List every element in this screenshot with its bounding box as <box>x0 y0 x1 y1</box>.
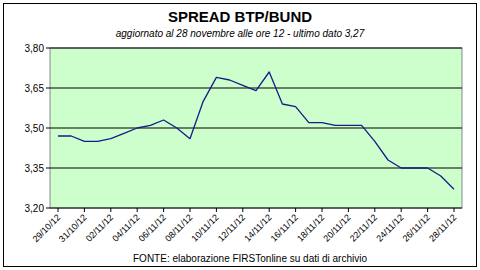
x-tick-label: 08/11/12 <box>163 212 194 243</box>
x-tick-label: 14/11/12 <box>242 212 273 243</box>
x-tick-label: 26/11/12 <box>401 212 432 243</box>
x-tick-label: 02/11/12 <box>84 212 115 243</box>
x-tick <box>295 208 296 212</box>
x-tick <box>110 208 111 212</box>
x-tick-label: 31/10/12 <box>57 212 89 244</box>
x-tick-label: 10/11/12 <box>189 212 220 243</box>
y-tick <box>46 208 50 209</box>
y-tick <box>46 88 50 89</box>
x-tick-label: 24/11/12 <box>374 212 405 243</box>
grid-line <box>50 208 462 209</box>
chart: SPREAD BTP/BUND aggiornato al 28 novembre… <box>0 0 480 270</box>
subtitle: aggiornato al 28 novembre alle ore 12 - … <box>116 28 365 39</box>
x-tick <box>348 208 349 212</box>
grid-line <box>50 88 462 89</box>
x-tick <box>454 208 455 212</box>
x-tick <box>163 208 164 212</box>
y-tick <box>46 48 50 49</box>
x-tick-label: 28/11/12 <box>427 212 458 243</box>
y-tick-label: 3,80 <box>25 43 45 54</box>
title: SPREAD BTP/BUND <box>168 8 312 25</box>
x-tick <box>374 208 375 212</box>
y-tick-label: 3,65 <box>25 83 45 94</box>
grid-line <box>50 48 462 49</box>
y-tick-label: 3,50 <box>25 123 45 134</box>
series-group <box>58 72 454 189</box>
x-tick-label: 04/11/12 <box>110 212 141 243</box>
x-tick-label: 16/11/12 <box>269 212 300 243</box>
chart-frame <box>4 4 477 267</box>
x-tick <box>322 208 323 212</box>
x-tick <box>216 208 217 212</box>
spread-line <box>58 72 454 189</box>
plot-area <box>50 48 462 208</box>
x-tick <box>84 208 85 212</box>
y-tick <box>46 128 50 129</box>
x-tick-label: 29/10/12 <box>31 212 63 244</box>
x-tick-label: 18/11/12 <box>295 212 326 243</box>
x-tick <box>190 208 191 212</box>
x-tick-label: 20/11/12 <box>321 212 352 243</box>
source: FONTE: elaborazione FIRSTonline su dati … <box>133 253 367 264</box>
x-tick-label: 06/11/12 <box>137 212 168 243</box>
x-tick <box>58 208 59 212</box>
x-tick <box>427 208 428 212</box>
y-tick-label: 3,20 <box>25 203 45 214</box>
y-tick-label: 3,35 <box>25 163 45 174</box>
x-tick <box>401 208 402 212</box>
x-tick-label: 22/11/12 <box>348 212 379 243</box>
x-tick-label: 12/11/12 <box>216 212 247 243</box>
x-tick <box>269 208 270 212</box>
y-tick <box>46 168 50 169</box>
x-tick <box>242 208 243 212</box>
x-tick <box>137 208 138 212</box>
grid-line <box>50 128 462 129</box>
